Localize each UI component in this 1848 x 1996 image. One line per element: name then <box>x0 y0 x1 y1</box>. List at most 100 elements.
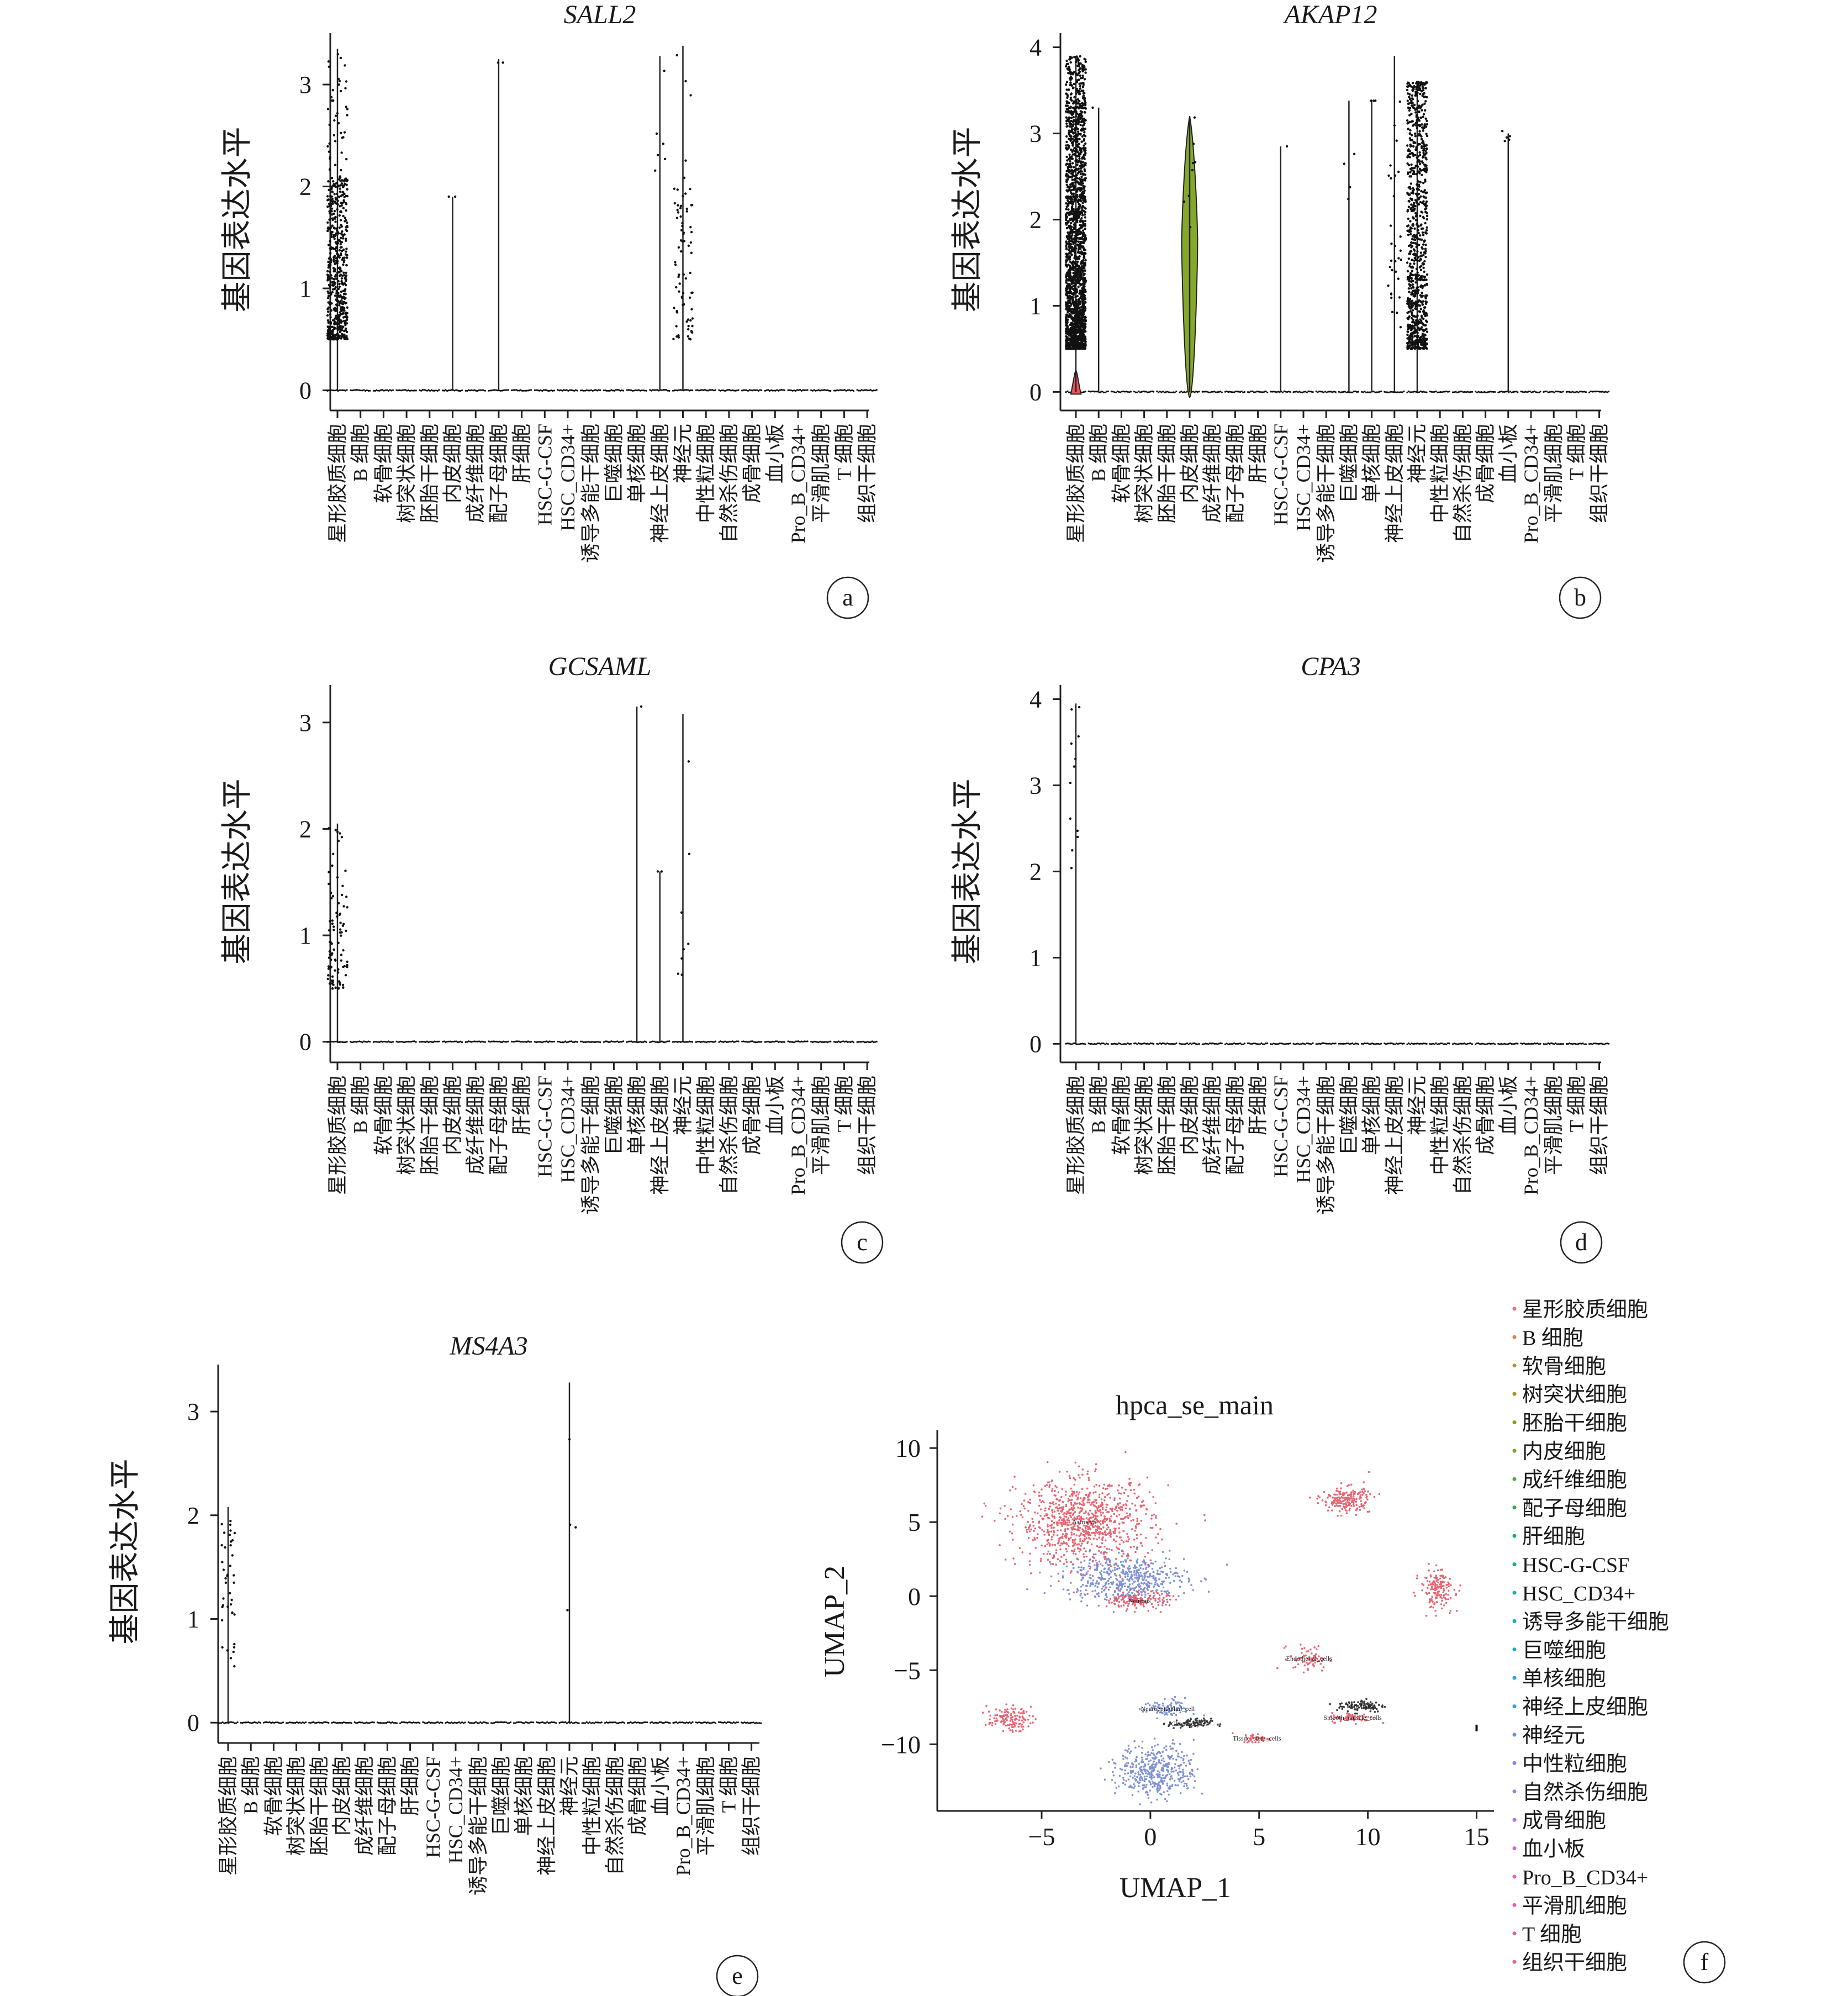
umap-cluster-13: Tissue_stem_cells <box>1232 1732 1281 1744</box>
chart-title: MS4A3 <box>449 1331 527 1361</box>
x-tick-label: HSC-G-CSF <box>1270 1076 1292 1177</box>
panel-tag-letter: a <box>842 584 853 611</box>
x-tick-label: Pro_B_CD34+ <box>787 424 809 543</box>
cluster-label: Fibroblasts <box>1347 1702 1376 1710</box>
x-tick-label: HSC-G-CSF <box>534 1076 556 1177</box>
y-tick-label: 1 <box>299 275 311 302</box>
y-axis-label: 基因表达水平 <box>220 779 255 965</box>
x-tick-label: 成纤维细胞 <box>1201 424 1223 523</box>
cluster-label: Smooth_muscle_cells <box>1323 1714 1382 1721</box>
x-tick-label: 单核细胞 <box>626 424 648 503</box>
chart-title: GCSAML <box>548 652 652 681</box>
umap-cluster-11: Fibroblasts <box>1329 1698 1386 1715</box>
x-tick-label: 平滑肌细胞 <box>810 424 832 523</box>
x-tick-label: 星形胶质细胞 <box>1065 1076 1087 1195</box>
panel-tag-letter: b <box>1574 584 1586 611</box>
x-tick-label: 单核细胞 <box>1361 1076 1383 1155</box>
expression-points <box>326 52 349 341</box>
legend-item-label: 单核细胞 <box>1522 1667 1606 1690</box>
cluster-label: Astrocyte <box>1072 1518 1098 1526</box>
violin-group-10 <box>1280 145 1289 392</box>
y-axis-label: 基因表达水平 <box>951 779 985 965</box>
umap-cluster-4 <box>1309 1471 1381 1517</box>
x-tick-label: Pro_B_CD34+ <box>672 1756 694 1876</box>
x-tick-label: 成骨细胞 <box>627 1756 649 1836</box>
y-tick-label: 0 <box>1029 378 1042 405</box>
x-tick-label: 自然杀伤细胞 <box>1451 1076 1474 1195</box>
x-tick-label: 0 <box>1144 1823 1157 1851</box>
umap-marker <box>1475 1724 1478 1731</box>
x-tick-label: 巨噬细胞 <box>1338 424 1360 503</box>
expression-points <box>1069 705 1081 870</box>
zero-expression-points <box>217 1721 762 1724</box>
x-tick-label: 平滑肌细胞 <box>810 1076 832 1175</box>
x-tick-label: 内皮细胞 <box>1179 1076 1201 1155</box>
legend-swatch <box>1512 1704 1517 1709</box>
x-tick-label: 神经上皮细胞 <box>649 424 671 543</box>
y-tick-label: 3 <box>187 1398 199 1425</box>
x-tick-label: 平滑肌细胞 <box>695 1756 717 1856</box>
x-tick-label: 血小板 <box>650 1756 672 1816</box>
x-tick-label: 成纤维细胞 <box>1201 1076 1223 1175</box>
x-tick-label: 巨噬细胞 <box>603 1076 625 1155</box>
x-tick-label: 胚胎干细胞 <box>419 1076 441 1175</box>
expression-points <box>447 195 457 198</box>
panel-tag-b: b <box>1559 576 1602 619</box>
x-tick-label: 神经上皮细胞 <box>1384 1076 1406 1195</box>
y-tick-label: 3 <box>1029 772 1042 799</box>
panel-tag-circle <box>841 1221 884 1264</box>
legend-swatch <box>1512 1931 1517 1936</box>
violin-group-1 <box>326 823 349 1042</box>
violin-group-16 <box>672 45 694 391</box>
expression-points <box>672 54 694 341</box>
violin-panel-a: SALL2 基因表达水平 0 1 2 3 星形胶质细胞 B 细胞 软骨细胞 树突状细胞 胚胎干细胞内… <box>220 0 878 563</box>
x-tick-label: 单核细胞 <box>626 1076 648 1155</box>
y-tick-label: 1 <box>187 1606 199 1633</box>
y-tick-label: 0 <box>299 377 311 404</box>
legend-item-label: HSC-G-CSF <box>1522 1554 1629 1577</box>
legend-item-label: 成骨细胞 <box>1522 1809 1606 1832</box>
umap-panel: hpca_se_main UMAP_1 UMAP_2 −5 0 5 10 15 10 5 0 −5 −1… <box>819 1298 1669 1974</box>
legend-item-label: 胚胎干细胞 <box>1522 1412 1627 1435</box>
expression-points <box>1182 116 1197 229</box>
chart-title: CPA3 <box>1301 652 1360 681</box>
x-tick-label: 组织干细胞 <box>856 1076 878 1175</box>
legend-item-label: 中性粒细胞 <box>1522 1752 1627 1776</box>
legend-swatch <box>1512 1420 1517 1425</box>
x-tick-label: 组织干细胞 <box>1588 424 1611 523</box>
x-tick-label: 自然杀伤细胞 <box>1451 424 1474 543</box>
cluster-label: Chondrocytes <box>1171 1720 1208 1728</box>
zero-expression-points <box>326 1040 878 1044</box>
x-tick-label: HSC_CD34+ <box>1292 424 1314 531</box>
x-tick-label: HSC_CD34+ <box>1292 1076 1314 1183</box>
umap-cluster-3: Neurons <box>1105 1587 1178 1613</box>
violin-group-16 <box>566 1382 577 1723</box>
umap-points <box>1413 1562 1461 1617</box>
legend-swatch <box>1512 1307 1517 1311</box>
x-tick-label: 神经元 <box>558 1756 580 1816</box>
violin-group-14 <box>636 705 643 1042</box>
umap-points <box>1026 1548 1228 1613</box>
x-tick-label: 中性粒细胞 <box>695 1076 717 1175</box>
y-axis-label: 基因表达水平 <box>108 1459 142 1645</box>
x-tick-label: 配子母细胞 <box>488 1076 510 1175</box>
y-tick-label: 4 <box>1029 34 1042 61</box>
legend-swatch <box>1512 1874 1517 1879</box>
x-tick-label: 5 <box>1253 1823 1265 1851</box>
x-tick-label: 内皮细胞 <box>331 1756 353 1836</box>
x-tick-label: T 细胞 <box>833 1076 855 1132</box>
x-tick-label: 软骨细胞 <box>372 1076 394 1155</box>
cluster-label: Endothelial_cells <box>1286 1655 1333 1662</box>
violin-panel-e: MS4A3 基因表达水平 0 1 2 3 星形胶质细胞 B 细胞 软骨细胞 树突状细胞 胚胎干细胞内… <box>108 1331 763 1895</box>
zero-expression-points <box>1065 1042 1610 1046</box>
y-tick-label: 3 <box>299 709 311 736</box>
x-tick-label: 成骨细胞 <box>741 1076 763 1155</box>
legend-item-label: 树突状细胞 <box>1522 1383 1627 1407</box>
y-tick-label: 1 <box>1029 944 1042 971</box>
y-tick-label: 4 <box>1029 686 1042 713</box>
legend-item-label: 软骨细胞 <box>1522 1355 1606 1378</box>
x-tick-label: 肝细胞 <box>511 424 533 483</box>
x-tick-label: B 细胞 <box>350 1076 372 1134</box>
expression-points <box>1091 106 1094 109</box>
x-tick-label: 星形胶质细胞 <box>326 1076 349 1195</box>
